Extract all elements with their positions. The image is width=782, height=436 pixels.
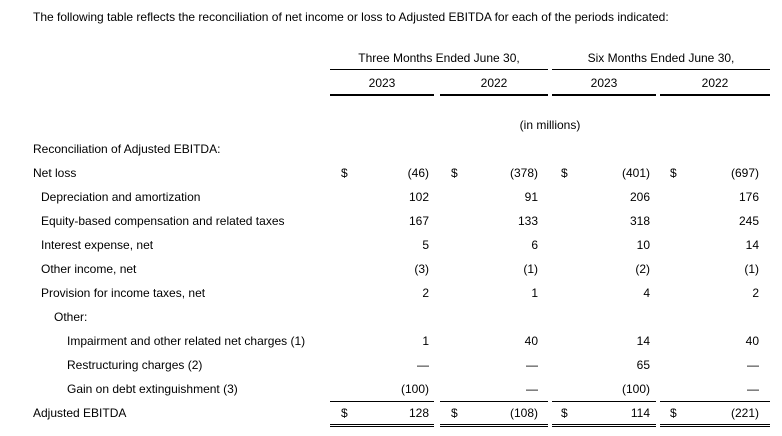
currency-symbol: $	[670, 406, 677, 420]
cell-value: 14	[636, 334, 650, 348]
cell-value: (697)	[730, 166, 759, 180]
cell-value: (401)	[621, 166, 650, 180]
cell-value: 40	[745, 334, 759, 348]
header-year-3: 2023	[590, 76, 618, 90]
total-rule-4	[660, 401, 770, 402]
currency-symbol: $	[670, 166, 677, 180]
cell-value: 206	[629, 190, 650, 204]
header-group-rule-2	[552, 69, 770, 70]
cell-value: 102	[408, 190, 429, 204]
cell-value: 14	[745, 238, 759, 252]
cell-value: 6	[531, 238, 538, 252]
row-label: Other income, net	[41, 262, 137, 276]
header-year-rule-1	[330, 94, 434, 96]
row-label: Equity-based compensation and related ta…	[41, 214, 285, 228]
currency-symbol: $	[561, 406, 568, 420]
header-year-rule-4	[660, 94, 770, 96]
cell-value: 245	[738, 214, 759, 228]
row-label: Net loss	[33, 166, 77, 180]
cell-value: —	[747, 382, 759, 396]
cell-value: —	[526, 358, 538, 372]
cell-value: 128	[408, 406, 429, 420]
cell-value: 40	[524, 334, 538, 348]
row-label: Provision for income taxes, net	[41, 286, 206, 300]
cell-value: (221)	[730, 406, 759, 420]
cell-value: (108)	[509, 406, 538, 420]
cell-value: 1	[531, 286, 538, 300]
header-year-rule-2	[440, 94, 548, 96]
row-label: Restructuring charges (2)	[67, 358, 203, 372]
row-label: Impairment and other related net charges…	[67, 334, 306, 348]
cell-value: 1	[422, 334, 429, 348]
row-label: Gain on debt extinguishment (3)	[67, 382, 238, 396]
header-three-months: Three Months Ended June 30,	[358, 51, 520, 65]
cell-value: 114	[630, 406, 650, 420]
cell-value: (378)	[509, 166, 538, 180]
header-six-months: Six Months Ended June 30,	[587, 51, 735, 65]
header-year-4: 2022	[701, 76, 729, 90]
total-double-rule-2	[440, 424, 548, 427]
header-group-rule-1	[330, 69, 548, 70]
cell-value: 167	[408, 214, 429, 228]
header-year-rule-3	[552, 94, 656, 96]
intro-text: The following table reflects the reconci…	[33, 10, 669, 24]
cell-value: 2	[422, 286, 429, 300]
cell-value: 65	[636, 358, 650, 372]
units-label: (in millions)	[519, 118, 581, 132]
cell-value: 133	[517, 214, 538, 228]
cell-value: —	[526, 382, 538, 396]
cell-value: (3)	[414, 262, 429, 276]
section-title: Reconciliation of Adjusted EBITDA:	[33, 142, 221, 156]
cell-value: (2)	[635, 262, 650, 276]
header-year-2: 2022	[480, 76, 508, 90]
cell-value: (100)	[400, 382, 429, 396]
cell-value: (1)	[744, 262, 759, 276]
total-rule-3	[552, 401, 656, 402]
row-label: Interest expense, net	[41, 238, 154, 252]
currency-symbol: $	[451, 166, 458, 180]
cell-value: 91	[524, 190, 538, 204]
total-double-rule-4	[660, 424, 770, 427]
currency-symbol: $	[451, 406, 458, 420]
row-label: Depreciation and amortization	[41, 190, 201, 204]
cell-value: (1)	[523, 262, 538, 276]
total-rule-1	[330, 401, 434, 402]
cell-value: 5	[422, 238, 429, 252]
header-year-1: 2023	[368, 76, 396, 90]
cell-value: (100)	[621, 382, 650, 396]
cell-value: 4	[643, 286, 650, 300]
row-label: Other:	[54, 310, 88, 324]
total-rule-2	[440, 401, 548, 402]
cell-value: —	[417, 358, 429, 372]
row-label: Adjusted EBITDA	[33, 406, 127, 420]
currency-symbol: $	[561, 166, 568, 180]
cell-value: 318	[629, 214, 650, 228]
cell-value: —	[747, 358, 759, 372]
cell-value: (46)	[407, 166, 429, 180]
total-double-rule-3	[552, 424, 656, 427]
cell-value: 2	[752, 286, 759, 300]
cell-value: 176	[738, 190, 759, 204]
cell-value: 10	[636, 238, 650, 252]
total-double-rule-1	[330, 424, 434, 427]
currency-symbol: $	[341, 406, 348, 420]
currency-symbol: $	[341, 166, 348, 180]
